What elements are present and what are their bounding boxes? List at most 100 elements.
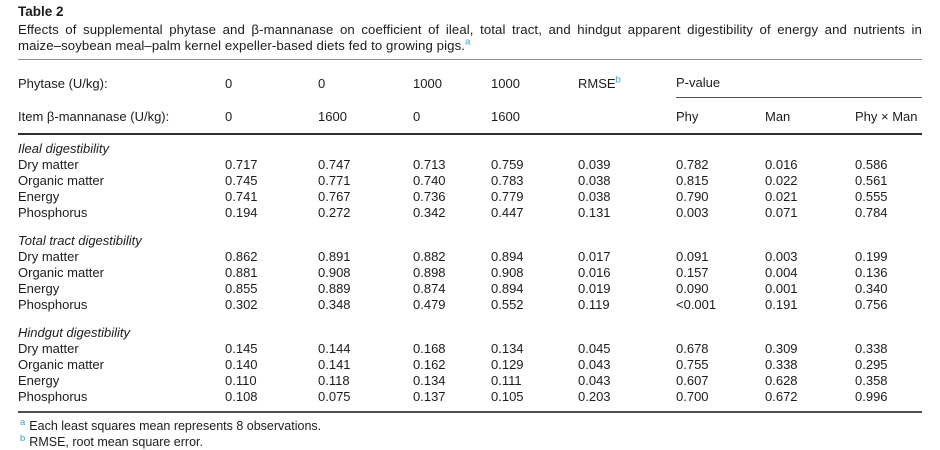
value-cell: 0.783 [491, 173, 524, 189]
header-phytase-level: 1000 [413, 75, 442, 91]
value-cell: 0.338 [855, 341, 888, 357]
caption-line-1: Effects of supplemental phytase and β-ma… [18, 22, 922, 37]
value-cell: 0.134 [413, 373, 446, 389]
value-cell: 0.131 [578, 205, 611, 221]
value-cell: 0.358 [855, 373, 888, 389]
row-label: Organic matter [18, 173, 104, 189]
value-cell: 0.111 [491, 373, 522, 389]
value-cell: 0.713 [413, 157, 446, 173]
header-pvalue-spanner: P-value [676, 59, 923, 99]
value-cell: 0.881 [225, 265, 258, 281]
value-cell: 0.784 [855, 205, 888, 221]
value-cell: 0.144 [318, 341, 351, 357]
value-cell: 0.119 [578, 297, 610, 313]
header-phytase-level: 0 [225, 75, 233, 91]
value-cell: 0.555 [855, 189, 888, 205]
value-cell: 0.672 [765, 389, 798, 405]
value-cell: 0.039 [578, 157, 611, 173]
value-cell: 0.479 [413, 297, 446, 313]
value-cell: 0.075 [318, 389, 351, 405]
header-row-phytase: Phytase (U/kg): 0 0 1000 1000 RMSEb P-va… [18, 59, 923, 99]
value-cell: 0.090 [676, 281, 709, 297]
value-cell: 0.136 [855, 265, 888, 281]
row-label: Energy [18, 189, 60, 205]
value-cell: 0.342 [413, 205, 446, 221]
value-cell: 0.779 [491, 189, 524, 205]
footnote-a-text: Each least squares mean represents 8 obs… [29, 419, 322, 434]
value-cell: 0.755 [676, 357, 709, 373]
value-cell: 0.194 [225, 205, 258, 221]
value-cell: 0.882 [413, 249, 446, 265]
value-cell: 0.736 [413, 189, 446, 205]
section-row: Hindgut digestibility [18, 313, 922, 341]
value-cell: 0.110 [225, 373, 257, 389]
section-heading: Hindgut digestibility [18, 325, 131, 341]
value-cell: 0.162 [413, 357, 446, 373]
value-cell: 0.340 [855, 281, 888, 297]
footnote-a: a Each least squares mean represents 8 ob… [20, 418, 922, 434]
value-cell: 0.108 [225, 389, 258, 405]
value-cell: 0.745 [225, 173, 258, 189]
value-cell: 0.889 [318, 281, 351, 297]
value-cell: 0.756 [855, 297, 888, 313]
footnote-b: b RMSE, root mean square error. [20, 434, 922, 450]
value-cell: 0.145 [225, 341, 258, 357]
footnotes: a Each least squares mean represents 8 ob… [18, 418, 922, 450]
value-cell: 0.996 [855, 389, 888, 405]
value-cell: 0.759 [491, 157, 524, 173]
value-cell: 0.700 [676, 389, 709, 405]
row-label: Organic matter [18, 265, 104, 281]
value-cell: 0.898 [413, 265, 446, 281]
value-cell: 0.561 [855, 173, 888, 189]
table-row: Dry matter 0.145 0.144 0.168 0.134 0.045 0.678… [18, 341, 922, 357]
row-label: Dry matter [18, 341, 79, 357]
value-cell: 0.191 [765, 297, 798, 313]
value-cell: 0.302 [225, 297, 258, 313]
header-pvalue-phyxman: Phy × Man [855, 109, 918, 125]
value-cell: 0.141 [318, 357, 351, 373]
value-cell: 0.168 [413, 341, 446, 357]
value-cell: 0.043 [578, 357, 611, 373]
section-heading: Total tract digestibility [18, 233, 142, 249]
header-phytase-label: Phytase (U/kg): [18, 75, 108, 91]
value-cell: 0.552 [491, 297, 524, 313]
value-cell: 0.038 [578, 189, 611, 205]
header-pvalue-man: Man [765, 109, 791, 125]
value-cell: 0.894 [491, 281, 524, 297]
value-cell: 0.203 [578, 389, 611, 405]
value-cell: 0.043 [578, 373, 611, 389]
table-row: Organic matter 0.140 0.141 0.162 0.129 0.043 0… [18, 357, 922, 373]
value-cell: 0.295 [855, 357, 888, 373]
value-cell: 0.908 [491, 265, 524, 281]
table-row: Phosphorus 0.194 0.272 0.342 0.447 0.131 0.003… [18, 205, 922, 221]
value-cell: 0.740 [413, 173, 446, 189]
header-pvalue-phy: Phy [676, 109, 699, 125]
value-cell: 0.016 [578, 265, 611, 281]
value-cell: 0.134 [491, 341, 524, 357]
value-cell: 0.348 [318, 297, 351, 313]
table-row: Organic matter 0.881 0.908 0.898 0.908 0.016 0… [18, 265, 922, 281]
header-phytase-level: 1000 [491, 75, 520, 91]
value-cell: 0.137 [413, 389, 446, 405]
value-cell: 0.045 [578, 341, 611, 357]
value-cell: 0.891 [318, 249, 351, 265]
table-row: Energy 0.110 0.118 0.134 0.111 0.043 0.607 0.62… [18, 373, 922, 389]
header-mannanase-level: 0 [413, 109, 421, 125]
header-rmse: RMSEb [578, 60, 676, 98]
header-phytase-level: 0 [318, 75, 326, 91]
value-cell: 0.874 [413, 281, 446, 297]
header-mannanase-label: Item β-mannanase (U/kg): [18, 109, 170, 125]
header-rmse-empty [578, 98, 676, 135]
table-row: Organic matter 0.745 0.771 0.740 0.783 0.038 0… [18, 173, 922, 189]
value-cell: 0.782 [676, 157, 709, 173]
caption-line-2-text: maize–soybean meal–palm kernel expeller-… [18, 37, 466, 53]
rmse-footnote-marker: b [615, 74, 621, 86]
footnote-b-text: RMSE, root mean square error. [29, 435, 203, 450]
value-cell: 0.678 [676, 341, 709, 357]
header-mannanase-level: 0 [225, 109, 233, 125]
value-cell: 0.607 [676, 373, 709, 389]
value-cell: 0.001 [765, 281, 798, 297]
header-mannanase-level: 1600 [491, 109, 520, 125]
value-cell: 0.118 [318, 373, 350, 389]
value-cell: 0.855 [225, 281, 258, 297]
